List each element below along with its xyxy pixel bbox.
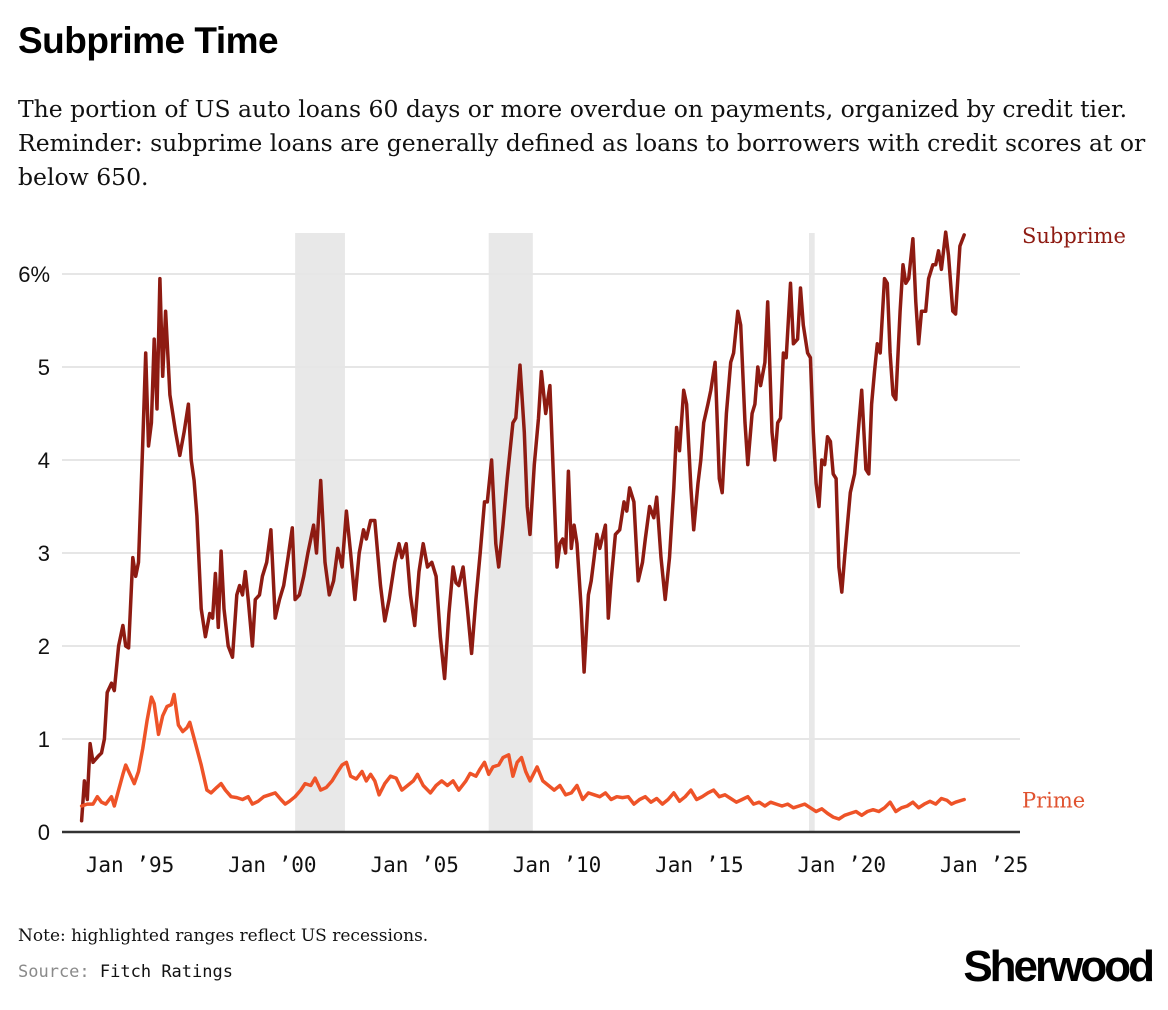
x-tick-label: Jan ’00 bbox=[228, 853, 317, 877]
recession-band bbox=[809, 233, 815, 832]
y-tick-label: 0 bbox=[38, 820, 50, 845]
source-line: Source: Fitch Ratings bbox=[18, 962, 233, 982]
chart-subtitle: The portion of US auto loans 60 days or … bbox=[18, 95, 1146, 191]
prime-line bbox=[79, 692, 966, 821]
y-tick-label: 2 bbox=[38, 634, 50, 659]
y-tick-label: 1 bbox=[38, 727, 50, 752]
footnote: Note: highlighted ranges reflect US rece… bbox=[18, 926, 429, 946]
subprime-label: Subprime bbox=[1022, 224, 1126, 248]
y-axis-ticks: 0 1 2 3 4 5 6% bbox=[18, 262, 50, 845]
x-axis-ticks: Jan ’95 Jan ’00 Jan ’05 Jan ’10 Jan ’15 Jan ’… bbox=[86, 853, 1029, 877]
subprime-line bbox=[79, 230, 966, 823]
y-tick-label: 3 bbox=[38, 541, 50, 566]
source-label: Source: bbox=[18, 962, 90, 982]
source-value: Fitch Ratings bbox=[99, 962, 233, 982]
chart-title: Subprime Time bbox=[18, 20, 279, 61]
y-tick-label: 6% bbox=[18, 262, 50, 287]
x-tick-label: Jan ’25 bbox=[940, 853, 1029, 877]
series-lines bbox=[79, 230, 966, 823]
sherwood-logo: Sherwood bbox=[963, 942, 1155, 991]
recession-band bbox=[295, 233, 345, 832]
y-tick-label: 5 bbox=[38, 355, 50, 380]
series-labels: Subprime Prime bbox=[1022, 224, 1126, 813]
x-tick-label: Jan ’95 bbox=[86, 853, 175, 877]
prime-label: Prime bbox=[1022, 788, 1085, 812]
x-tick-label: Jan ’20 bbox=[797, 853, 886, 877]
y-tick-label: 4 bbox=[38, 448, 50, 473]
x-tick-label: Jan ’05 bbox=[370, 853, 459, 877]
x-tick-label: Jan ’15 bbox=[655, 853, 744, 877]
recession-bands bbox=[295, 233, 815, 832]
x-tick-label: Jan ’10 bbox=[513, 853, 602, 877]
